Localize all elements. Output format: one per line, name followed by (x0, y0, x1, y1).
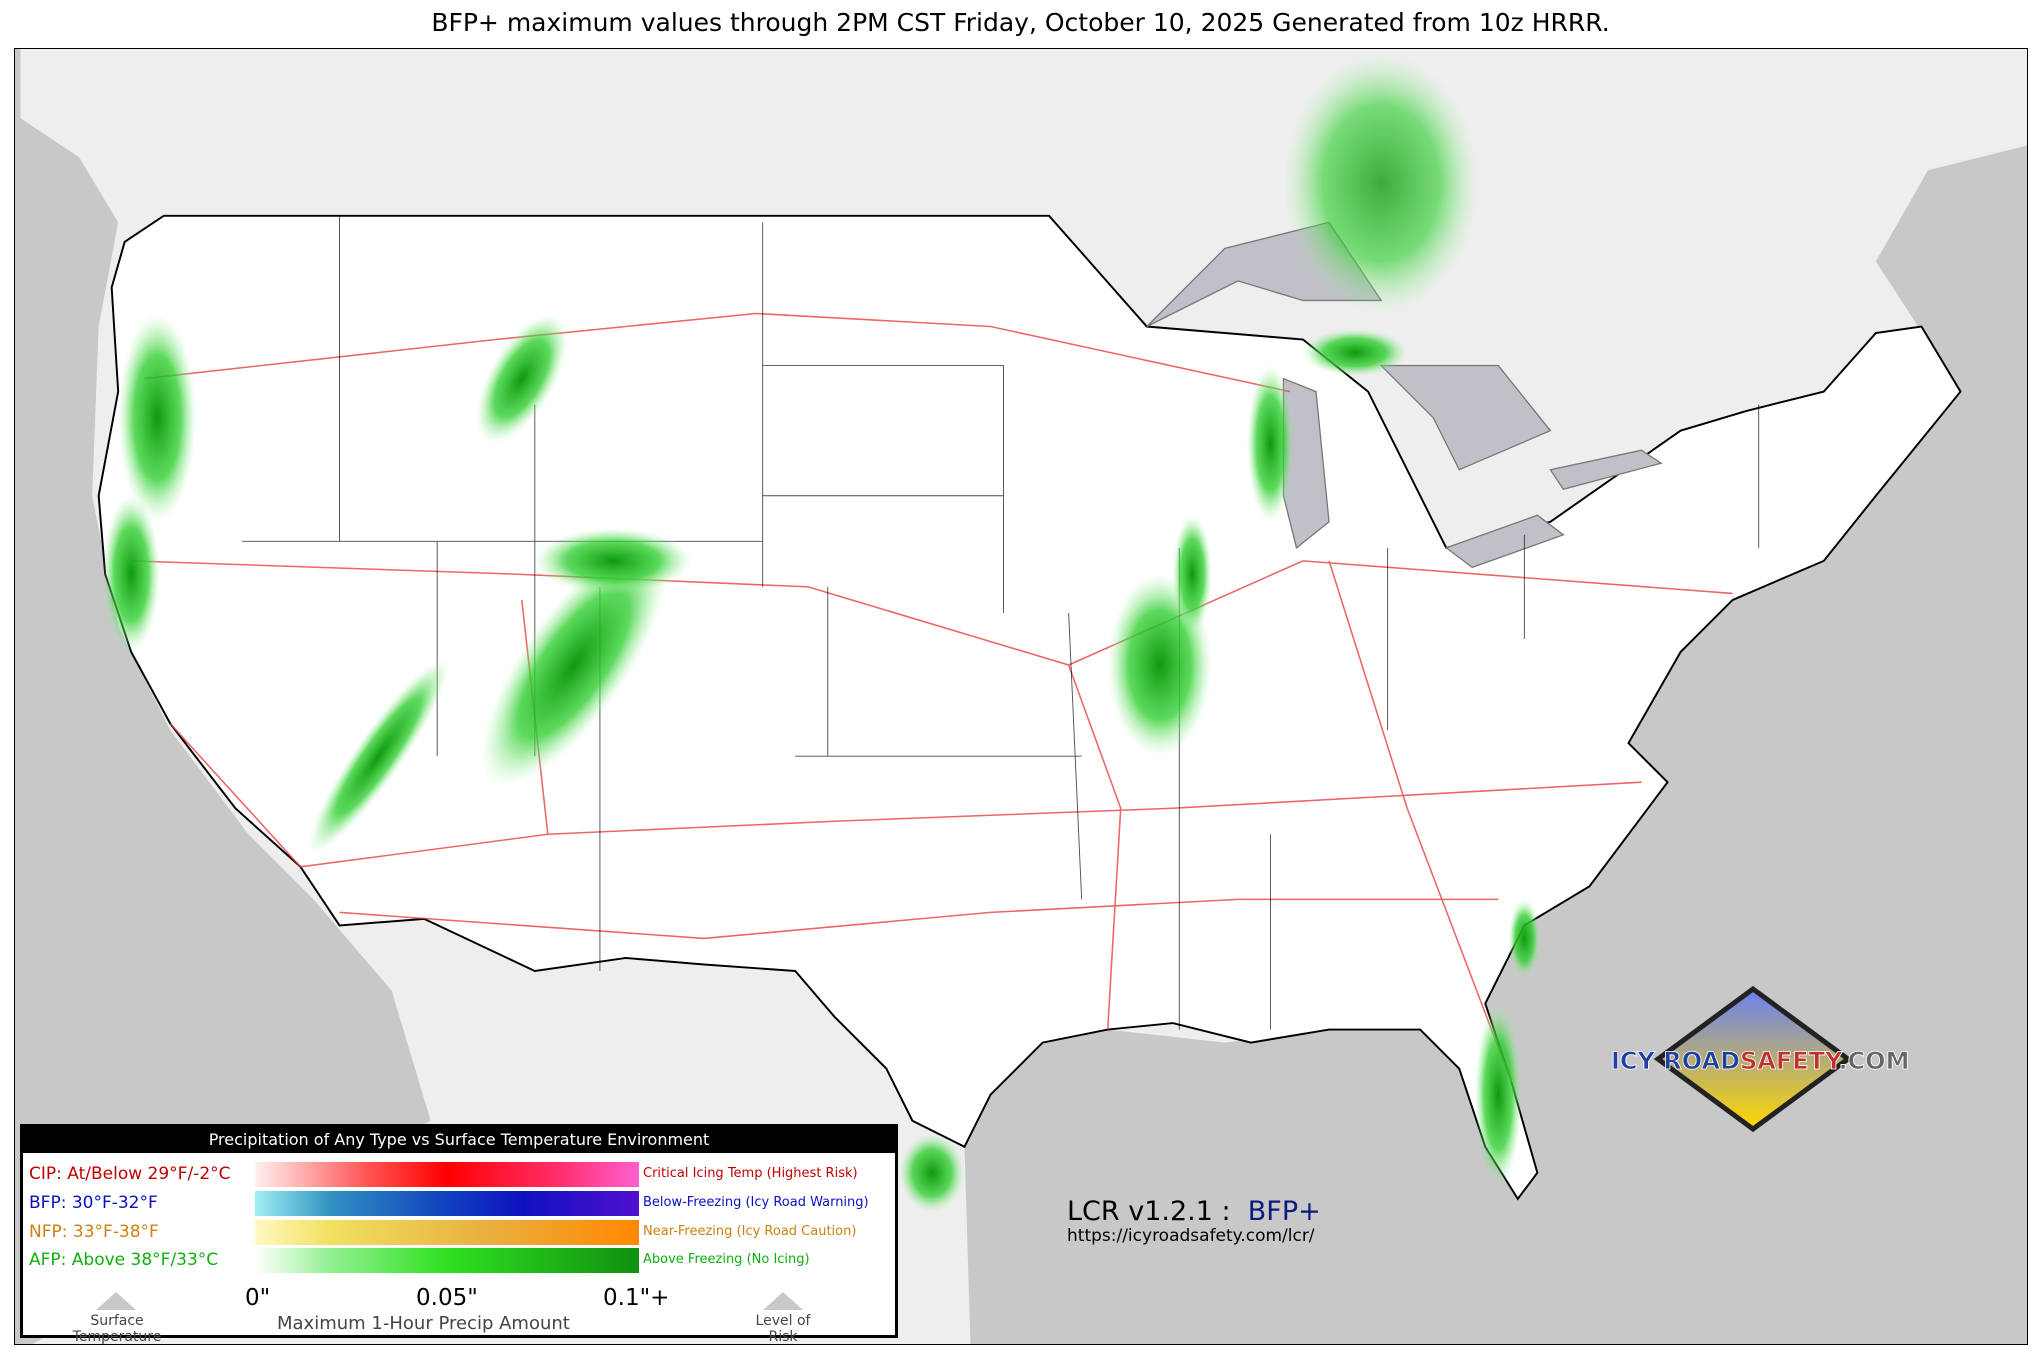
legend-label-cip: CIP: At/Below 29°F/-2°C (29, 1164, 231, 1184)
precip-areas-afp (102, 53, 1540, 1212)
tick-label-01: 0.1"+ (603, 1285, 670, 1311)
triangle-up-icon (96, 1292, 136, 1310)
pacific-ocean (15, 49, 431, 1344)
icy-road-safety-logo: ICY ROADSAFETY.COM (1611, 985, 1910, 1133)
legend-desc-cip: Critical Icing Temp (Highest Risk) (643, 1166, 858, 1181)
legend-header: Precipitation of Any Type vs Surface Tem… (23, 1127, 895, 1153)
legend-label-bfp: BFP: 30°F-32°F (29, 1193, 158, 1213)
interstate-highways (131, 312, 1733, 1082)
source-url: https://icyroadsafety.com/lcr/ (1067, 1226, 1315, 1246)
legend-label-nfp: NFP: 33°F-38°F (29, 1222, 159, 1242)
legend-label-afp: AFP: Above 38°F/33°C (29, 1250, 219, 1270)
cip-color-bar (255, 1162, 639, 1187)
map-title: BFP+ maximum values through 2PM CST Frid… (431, 8, 1610, 37)
legend-desc-afp: Above Freezing (No Icing) (643, 1252, 810, 1267)
united-states (97, 214, 1962, 1201)
tick-label-005: 0.05" (416, 1285, 478, 1311)
legend-desc-nfp: Near-Freezing (Icy Road Caution) (643, 1224, 857, 1239)
triangle-up-icon (763, 1292, 803, 1310)
nfp-color-bar (255, 1220, 639, 1245)
bfp-color-bar (255, 1191, 639, 1216)
svg-text:ICY ROADSAFETY.COM: ICY ROADSAFETY.COM (1611, 1047, 1909, 1075)
legend-axis-label: Maximum 1-Hour Precip Amount (277, 1313, 570, 1334)
legend-desc-bfp: Below-Freezing (Icy Road Warning) (643, 1195, 869, 1210)
afp-color-bar (255, 1248, 639, 1273)
legend: Precipitation of Any Type vs Surface Tem… (20, 1124, 898, 1345)
version-label: LCR v1.2.1 : BFP+ (1067, 1196, 1321, 1227)
state-borders (241, 215, 1760, 1030)
product-name: BFP+ (1247, 1196, 1321, 1227)
version-prefix: LCR v1.2.1 : (1067, 1196, 1231, 1227)
tick-label-0: 0" (245, 1285, 271, 1311)
surface-temperature-label: Surface Temperature (72, 1313, 162, 1345)
level-of-risk-label: Level of Risk (755, 1313, 811, 1345)
